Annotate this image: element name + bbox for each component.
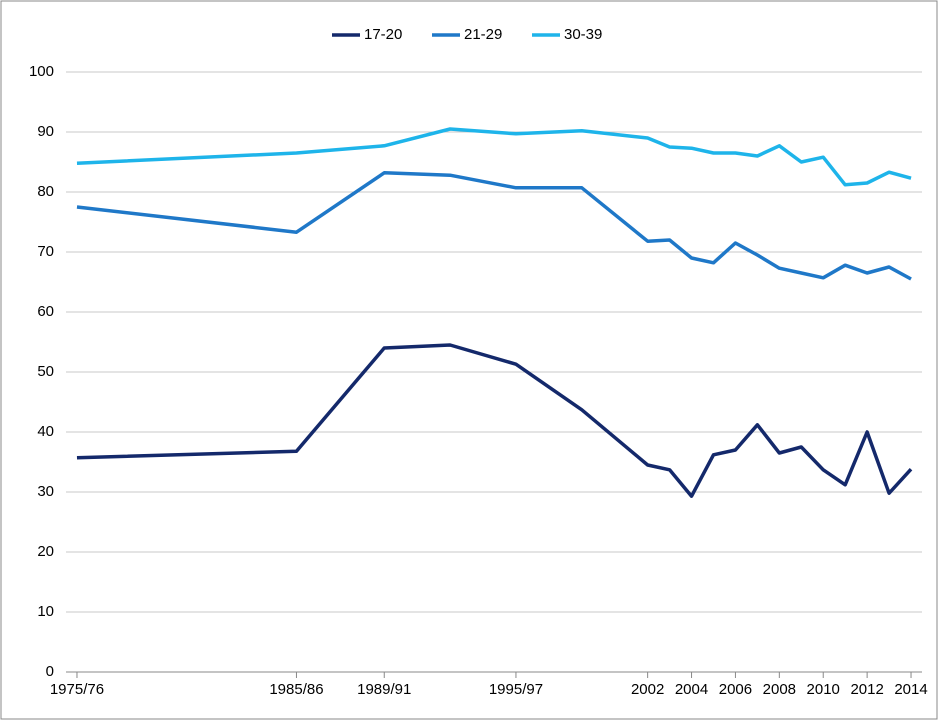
x-tick-label: 2008 [763, 681, 796, 698]
legend-label: 30-39 [564, 26, 602, 43]
x-tick-label: 2002 [631, 681, 664, 698]
y-tick-label: 70 [37, 243, 54, 260]
series-line [76, 127, 912, 187]
legend-label: 17-20 [364, 26, 402, 43]
x-tick-label: 2010 [807, 681, 840, 698]
series-line [76, 171, 912, 281]
y-tick-label: 40 [37, 423, 54, 440]
x-tick-label: 2004 [675, 681, 708, 698]
y-tick-label: 90 [37, 123, 54, 140]
legend-label: 21-29 [464, 26, 502, 43]
y-tick-label: 20 [37, 543, 54, 560]
x-tick-label: 2006 [719, 681, 752, 698]
x-tick-label: 1975/76 [50, 681, 104, 698]
x-tick-label: 2014 [894, 681, 927, 698]
x-tick-label: 1985/86 [269, 681, 323, 698]
y-tick-label: 10 [37, 603, 54, 620]
x-tick-label: 1989/91 [357, 681, 411, 698]
series-line [76, 343, 913, 498]
x-tick-label: 2012 [850, 681, 883, 698]
y-tick-label: 30 [37, 483, 54, 500]
y-tick-label: 100 [29, 63, 54, 80]
y-tick-label: 60 [37, 303, 54, 320]
x-tick-label: 1995/97 [489, 681, 543, 698]
y-tick-label: 0 [46, 663, 54, 680]
y-tick-label: 50 [37, 363, 54, 380]
y-tick-label: 80 [37, 183, 54, 200]
